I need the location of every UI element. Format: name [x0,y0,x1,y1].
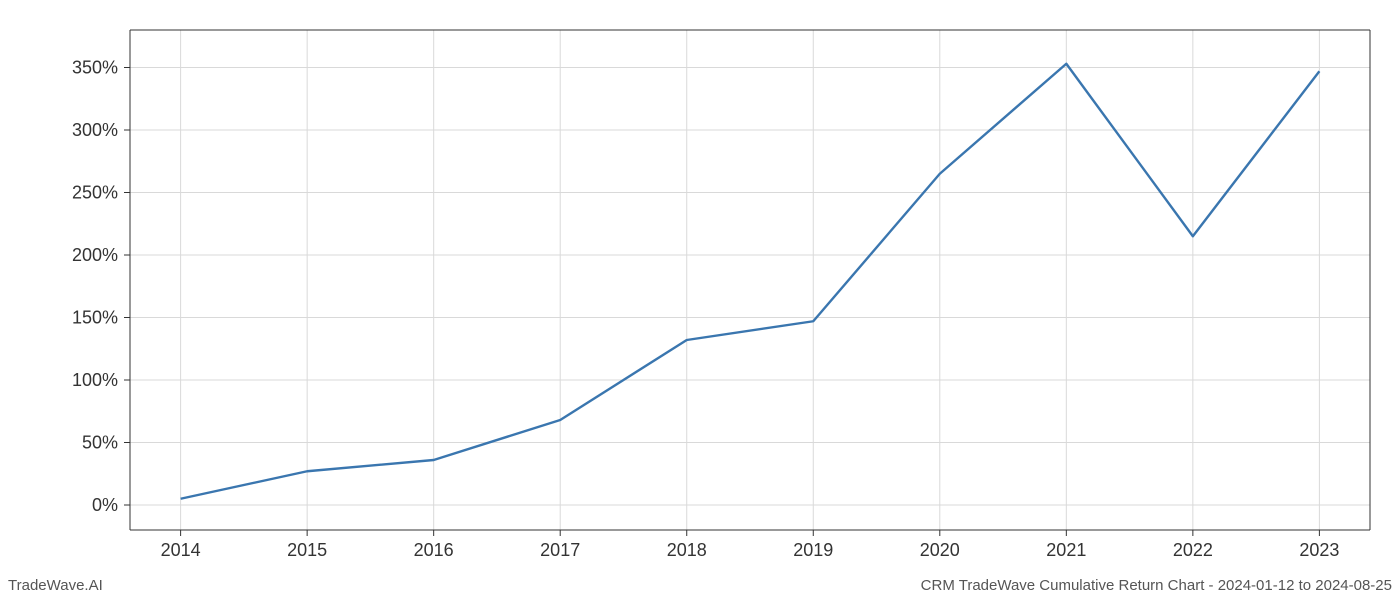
y-tick-label: 300% [72,120,118,140]
x-tick-label: 2016 [414,540,454,560]
y-tick-label: 50% [82,433,118,453]
x-tick-label: 2021 [1046,540,1086,560]
x-tick-label: 2017 [540,540,580,560]
y-tick-label: 200% [72,245,118,265]
return-line-chart: 2014 2015 2016 2017 2018 2019 2020 2021 2022 2023… [0,0,1400,600]
chart-container: 2014 2015 2016 2017 2018 2019 2020 2021 2022 2023… [0,0,1400,600]
data-line [181,64,1320,499]
x-tick-label: 2018 [667,540,707,560]
y-tick-label: 0% [92,495,118,515]
footer-left-brand: TradeWave.AI [8,577,103,594]
y-tick-label: 150% [72,308,118,328]
x-tick-label: 2019 [793,540,833,560]
x-tick-label: 2014 [161,540,201,560]
footer-right-caption: CRM TradeWave Cumulative Return Chart - … [921,577,1392,594]
x-tick-label: 2022 [1173,540,1213,560]
y-tick-label: 100% [72,370,118,390]
y-tick-label: 250% [72,183,118,203]
x-tick-label: 2015 [287,540,327,560]
x-tick-label: 2020 [920,540,960,560]
y-tick-label: 350% [72,58,118,78]
x-tick-label: 2023 [1299,540,1339,560]
